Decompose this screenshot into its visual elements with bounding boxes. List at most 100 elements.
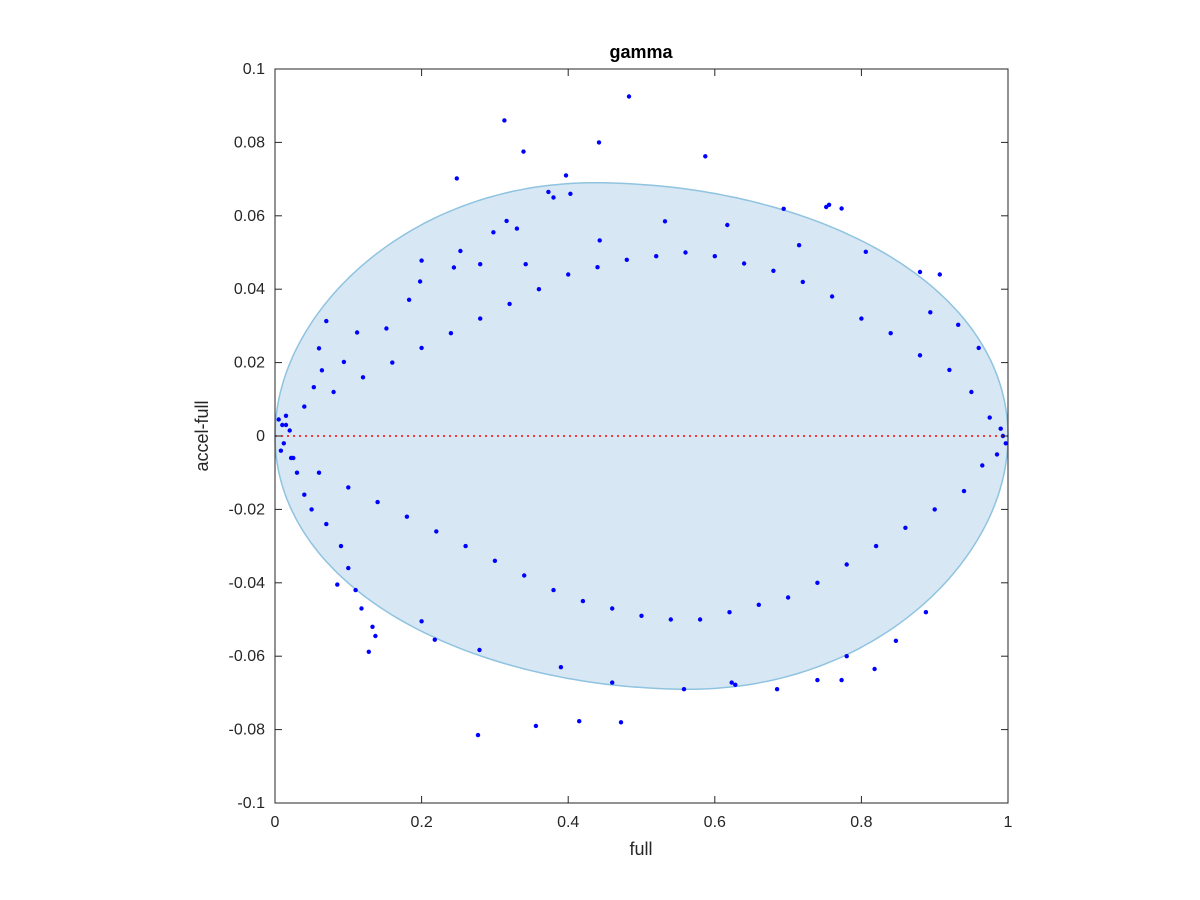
- data-point: [404, 514, 410, 519]
- data-point: [370, 624, 375, 629]
- data-point: [976, 345, 981, 351]
- data-point: [580, 598, 586, 604]
- y-tick-label: 0.04: [234, 281, 265, 298]
- data-point: [577, 719, 582, 724]
- data-point: [324, 318, 329, 324]
- y-tick-label: 0.02: [234, 355, 265, 372]
- data-point: [980, 463, 985, 468]
- data-point: [451, 265, 457, 270]
- data-point: [523, 262, 528, 267]
- data-point: [281, 441, 286, 446]
- data-point: [563, 173, 569, 178]
- data-point: [668, 617, 673, 622]
- x-tick-label: 0.8: [850, 814, 872, 831]
- data-point: [800, 279, 805, 285]
- data-point: [492, 558, 498, 563]
- data-point: [1003, 441, 1008, 446]
- data-point: [917, 353, 923, 358]
- y-tick-label: -0.06: [229, 648, 266, 665]
- data-point: [283, 422, 289, 428]
- data-point: [654, 254, 659, 259]
- data-point: [624, 257, 629, 262]
- data-point: [595, 265, 600, 270]
- data-point: [507, 301, 512, 307]
- data-point: [491, 230, 496, 235]
- y-tick-label: 0.1: [243, 61, 265, 78]
- data-point: [729, 680, 734, 685]
- data-point: [947, 367, 952, 373]
- data-point: [458, 248, 463, 254]
- data-point: [994, 452, 1000, 457]
- data-point: [683, 250, 688, 255]
- data-point: [774, 687, 780, 692]
- data-point: [359, 606, 364, 611]
- data-point: [478, 316, 483, 321]
- data-point: [733, 682, 738, 687]
- x-tick-label: 0.4: [557, 814, 579, 831]
- data-point: [844, 562, 849, 567]
- data-point: [785, 595, 791, 600]
- data-point: [998, 426, 1003, 431]
- data-point: [961, 488, 967, 494]
- data-point: [639, 613, 644, 618]
- data-point: [448, 331, 454, 336]
- data-point: [712, 254, 717, 259]
- data-point: [937, 272, 942, 277]
- y-tick-label: 0.08: [234, 134, 265, 151]
- data-point: [309, 507, 314, 512]
- data-point: [346, 485, 351, 490]
- x-tick-label: 1: [1004, 814, 1013, 831]
- data-point: [917, 269, 923, 275]
- data-point: [681, 687, 687, 692]
- data-point: [514, 226, 520, 231]
- data-point: [384, 326, 389, 331]
- data-point: [839, 677, 844, 683]
- data-point: [338, 543, 344, 549]
- data-point: [903, 525, 908, 530]
- data-point: [662, 219, 668, 224]
- data-point: [725, 222, 730, 228]
- data-point: [566, 272, 571, 277]
- data-point: [346, 565, 351, 571]
- data-point: [502, 118, 507, 123]
- data-points-group: [276, 94, 1008, 738]
- data-point: [478, 262, 483, 267]
- data-point: [406, 297, 412, 302]
- x-tick-label: 0: [271, 814, 280, 831]
- data-point: [815, 677, 820, 683]
- data-point: [536, 287, 542, 292]
- data-point: [311, 385, 316, 390]
- data-point: [302, 492, 307, 497]
- data-point: [771, 268, 776, 273]
- data-point: [558, 665, 564, 670]
- data-point: [354, 330, 360, 335]
- data-point: [888, 331, 893, 336]
- data-point: [781, 206, 786, 211]
- data-point: [366, 649, 371, 654]
- data-point: [859, 316, 864, 321]
- data-point: [741, 261, 747, 266]
- data-point: [533, 723, 539, 729]
- data-point: [626, 94, 632, 99]
- y-tick-label: -0.04: [229, 575, 266, 592]
- data-point: [969, 389, 974, 395]
- y-axis-label: accel-full: [192, 400, 212, 471]
- data-point: [434, 529, 439, 534]
- data-point: [283, 413, 289, 418]
- data-point: [873, 543, 879, 549]
- data-point: [568, 191, 573, 196]
- data-point: [287, 428, 292, 433]
- data-point: [597, 238, 602, 243]
- x-tick-label: 0.2: [410, 814, 432, 831]
- data-point: [703, 154, 708, 159]
- data-point: [280, 422, 285, 428]
- data-point: [521, 149, 526, 154]
- data-point: [839, 206, 844, 211]
- data-point: [893, 638, 899, 643]
- data-point: [504, 218, 509, 224]
- data-point: [727, 610, 732, 615]
- data-point: [417, 279, 423, 284]
- data-point: [863, 249, 868, 254]
- data-point: [419, 258, 424, 263]
